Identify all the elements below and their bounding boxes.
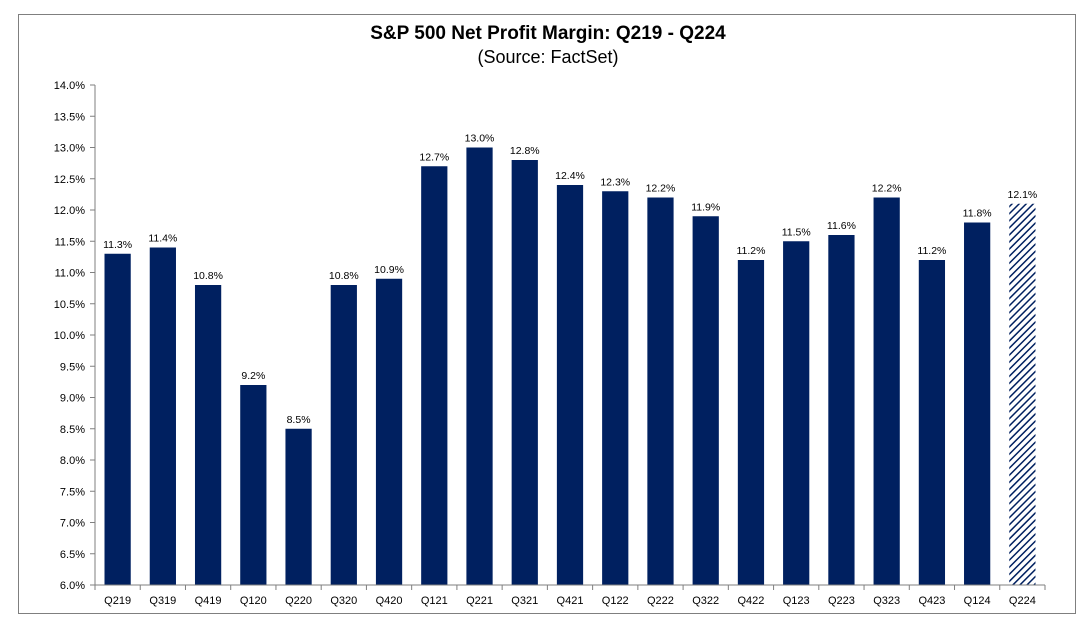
chart-frame: S&P 500 Net Profit Margin: Q219 - Q224 (…: [18, 14, 1076, 614]
x-tick-label-q124: Q124: [964, 595, 991, 607]
x-tick-label-q321: Q321: [511, 595, 538, 607]
data-label-q124: 11.8%: [963, 208, 992, 220]
y-tick-label: 12.0%: [54, 205, 85, 217]
data-label-q419: 10.8%: [193, 270, 223, 282]
chart-subtitle: (Source: FactSet): [477, 47, 619, 67]
bar-q321: [511, 160, 538, 585]
x-tick-label-q224: Q224: [1009, 595, 1036, 607]
x-tick-label-q122: Q122: [602, 595, 629, 607]
data-label-q221: 13.0%: [465, 133, 495, 145]
y-tick-label: 11.5%: [55, 236, 86, 248]
bar-q419: [194, 285, 222, 585]
y-tick-label: 8.5%: [60, 424, 85, 436]
y-tick-label: 8.0%: [60, 455, 85, 467]
x-tick-label-q320: Q320: [330, 595, 357, 607]
data-label-q321: 12.8%: [510, 145, 540, 157]
data-label-q421: 12.4%: [555, 170, 585, 182]
bar-q122: [602, 191, 629, 585]
x-tick-label-q323: Q323: [873, 595, 900, 607]
data-label-q120: 9.2%: [241, 370, 265, 382]
data-label-q220: 8.5%: [287, 414, 311, 426]
data-label-q222: 12.2%: [646, 183, 676, 195]
data-label-q420: 10.9%: [374, 264, 404, 276]
x-tick-label-q220: Q220: [285, 595, 312, 607]
y-tick-label: 7.0%: [60, 518, 85, 530]
data-label-q224: 12.1%: [1007, 189, 1037, 201]
bar-q223: [828, 235, 855, 585]
bar-q219: [104, 253, 131, 585]
bar-q420: [375, 278, 403, 585]
x-tick-label-q219: Q219: [104, 595, 131, 607]
bar-q220: [285, 428, 312, 585]
bar-q123: [783, 241, 810, 585]
chart-title: S&P 500 Net Profit Margin: Q219 - Q224: [370, 23, 726, 44]
x-tick-label-q221: Q221: [466, 595, 493, 607]
bar-q319: [149, 247, 176, 585]
x-tick-label-q423: Q423: [918, 595, 945, 607]
x-tick-label-q223: Q223: [828, 595, 855, 607]
bar-q120: [240, 385, 267, 585]
x-tick-label-q422: Q422: [737, 595, 764, 607]
y-tick-label: 13.0%: [54, 143, 85, 155]
x-tick-label-q421: Q421: [557, 595, 584, 607]
y-tick-label: 10.0%: [54, 330, 85, 342]
data-label-q319: 11.4%: [148, 233, 177, 245]
bar-q320: [330, 285, 357, 585]
x-tick-label-q319: Q319: [149, 595, 176, 607]
data-label-q323: 12.2%: [872, 183, 902, 195]
bar-q124: [964, 222, 991, 585]
bar-chart: 6.0% 6.5% 7.0% 7.5% 8.0% 8.5% 9.0% 9.5% 10.0% 10.…: [54, 80, 1046, 607]
bar-q221: [466, 147, 493, 585]
x-tick-label-q121: Q121: [421, 595, 448, 607]
x-tick-label-q322: Q322: [692, 595, 719, 607]
y-tick-label: 11.0%: [55, 268, 86, 280]
bar-q121: [421, 166, 448, 585]
bar-q423: [918, 260, 946, 585]
y-tick-label: 12.5%: [54, 174, 85, 186]
data-labels: 11.3% 11.4% 10.8% 9.2% 8.5% 10.8% 10.9% 12.7% 13…: [103, 133, 1037, 426]
x-tick-label-q419: Q419: [195, 595, 222, 607]
data-label-q320: 10.8%: [329, 270, 359, 282]
y-tick-label: 6.5%: [60, 549, 85, 561]
data-label-q322: 11.9%: [691, 201, 720, 213]
x-axis: Q219 Q319 Q419 Q120 Q220 Q320 Q420 Q121 Q221 Q321…: [94, 584, 1046, 607]
x-tick-label-q120: Q120: [240, 595, 267, 607]
y-tick-label: 6.0%: [60, 580, 85, 592]
x-tick-label-q123: Q123: [783, 595, 810, 607]
data-label-q121: 12.7%: [419, 151, 449, 163]
bar-q422: [737, 260, 765, 585]
data-label-q122: 12.3%: [600, 176, 630, 188]
y-axis: 6.0% 6.5% 7.0% 7.5% 8.0% 8.5% 9.0% 9.5% 10.0% 10.…: [54, 80, 96, 592]
bar-q322: [692, 216, 719, 585]
data-label-q223: 11.6%: [827, 220, 856, 232]
x-tick-label-q222: Q222: [647, 595, 674, 607]
data-label-q422: 11.2%: [736, 245, 765, 257]
bar-q421: [556, 185, 584, 585]
bars: [104, 147, 1036, 585]
y-tick-label: 9.5%: [60, 361, 85, 373]
y-tick-label: 7.5%: [60, 486, 85, 498]
y-tick-label: 10.5%: [54, 299, 85, 311]
data-label-q219: 11.3%: [103, 239, 132, 251]
y-tick-label: 9.0%: [60, 393, 85, 405]
y-tick-label: 14.0%: [54, 80, 85, 92]
bar-q323: [873, 197, 900, 585]
data-label-q123: 11.5%: [782, 226, 811, 238]
bar-q224: [1009, 203, 1036, 585]
data-label-q423: 11.2%: [917, 245, 946, 257]
bar-q222: [647, 197, 674, 585]
y-tick-label: 13.5%: [54, 111, 85, 123]
x-tick-label-q420: Q420: [376, 595, 403, 607]
